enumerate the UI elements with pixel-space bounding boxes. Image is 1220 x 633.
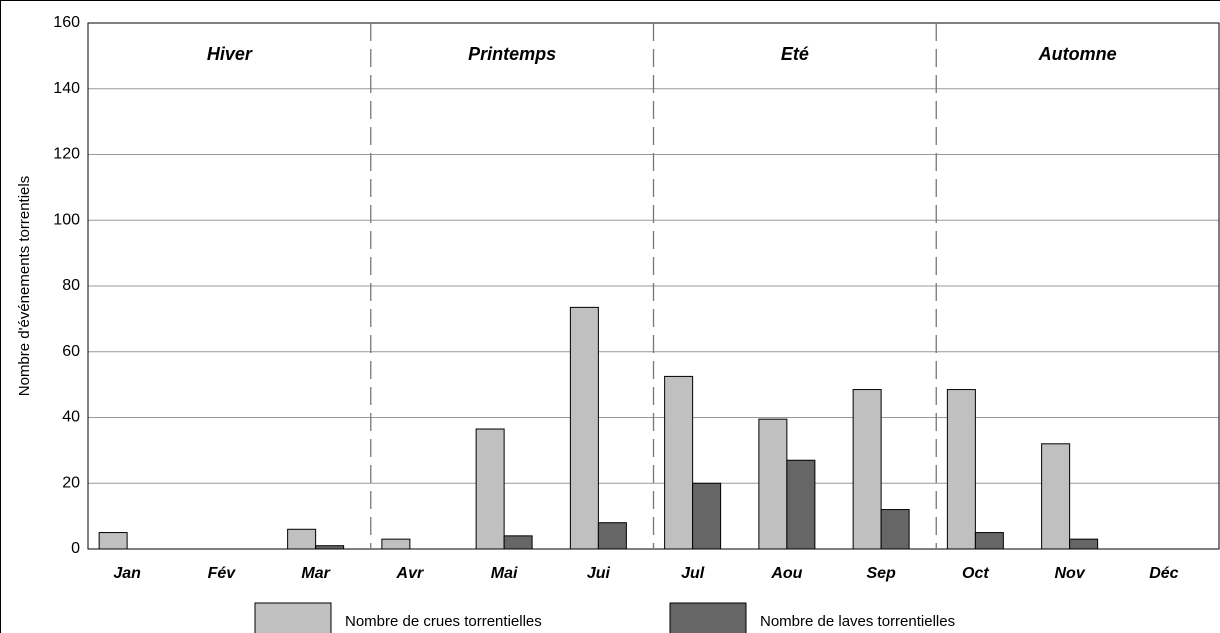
x-tick-label: Avr <box>396 565 424 582</box>
bar <box>287 528 317 550</box>
y-axis-label: Nombre d'événements torrentiels <box>16 176 33 396</box>
bar <box>946 389 976 550</box>
legend-swatch <box>254 602 332 633</box>
bar <box>569 306 599 550</box>
x-tick-label: Fév <box>208 565 237 582</box>
x-tick-label: Nov <box>1055 565 1086 582</box>
bar <box>475 428 505 550</box>
bar <box>880 509 910 550</box>
legend-swatch <box>669 602 747 633</box>
bar <box>315 545 345 550</box>
x-tick-label: Sep <box>866 565 896 582</box>
y-tick-label: 160 <box>53 14 80 31</box>
y-tick-label: 20 <box>62 474 80 491</box>
bar <box>786 459 816 550</box>
y-tick-label: 40 <box>62 409 80 426</box>
legend-label: Nombre de crues torrentielles <box>345 613 542 630</box>
bar <box>758 418 788 550</box>
bar <box>597 522 627 550</box>
y-tick-label: 120 <box>53 146 80 163</box>
legend-label: Nombre de laves torrentielles <box>760 613 955 630</box>
bar <box>381 538 411 550</box>
x-tick-label: Mai <box>491 565 518 582</box>
season-label: Eté <box>781 44 809 64</box>
bar <box>1069 538 1099 550</box>
x-tick-label: Oct <box>962 565 989 582</box>
x-tick-label: Mar <box>301 565 330 582</box>
season-label: Printemps <box>468 44 556 64</box>
season-label: Automne <box>1038 44 1117 64</box>
bar <box>852 389 882 550</box>
bar <box>692 482 722 550</box>
x-tick-label: Jul <box>681 565 705 582</box>
bar <box>98 532 128 550</box>
x-tick-label: Jan <box>113 565 141 582</box>
bar <box>974 532 1004 550</box>
x-tick-label: Déc <box>1149 565 1178 582</box>
season-label: Hiver <box>207 44 253 64</box>
y-tick-label: 80 <box>62 277 80 294</box>
y-tick-label: 0 <box>71 540 80 557</box>
bar <box>664 375 694 550</box>
x-tick-label: Jui <box>587 565 611 582</box>
bar <box>1041 443 1071 550</box>
x-tick-label: Aou <box>770 565 802 582</box>
y-tick-label: 100 <box>53 211 80 228</box>
y-tick-label: 60 <box>62 343 80 360</box>
y-tick-label: 140 <box>53 80 80 97</box>
bar <box>503 535 533 550</box>
